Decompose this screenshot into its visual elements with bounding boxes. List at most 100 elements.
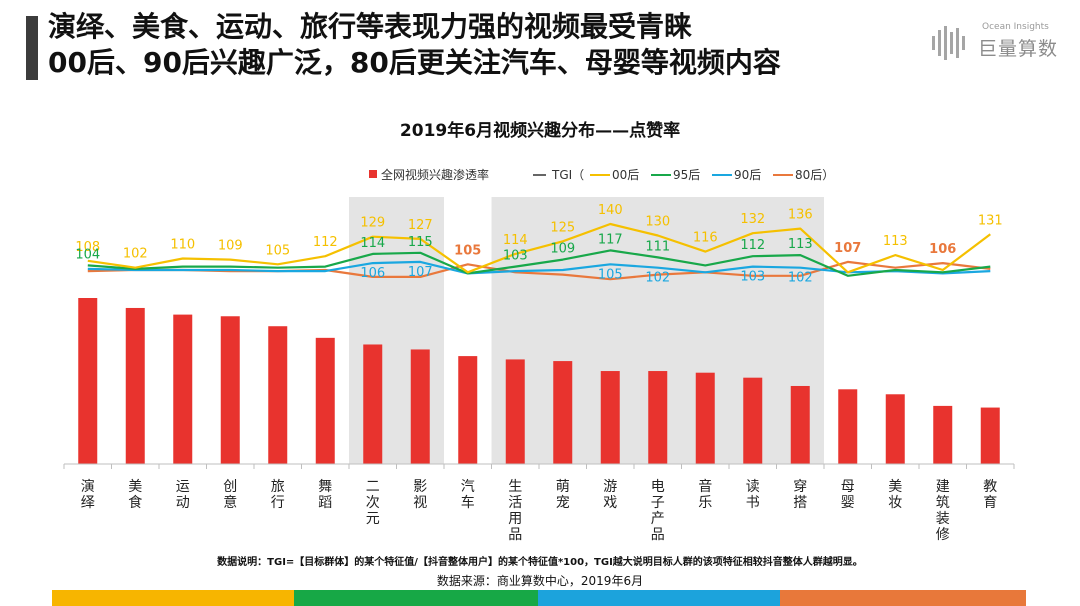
category-label-8: 汽车 xyxy=(461,479,475,511)
bar-16 xyxy=(838,389,858,464)
bar-5 xyxy=(315,337,335,464)
value-label-30: 102 xyxy=(788,271,813,286)
bar-4 xyxy=(268,326,288,464)
category-label-5: 舞蹈 xyxy=(318,479,332,511)
bar-13 xyxy=(695,372,715,464)
value-label-22: 111 xyxy=(645,239,670,254)
category-label-3: 创意 xyxy=(223,479,237,511)
value-label-5: 105 xyxy=(265,243,290,258)
data-source: 数据来源：商业算数中心，2019年6月 xyxy=(436,574,644,588)
category-label-15: 穿搭 xyxy=(793,479,807,511)
ocean-insights-logo: Ocean Insights 巨量算数 xyxy=(930,22,1070,62)
legend-bar-swatch xyxy=(369,170,377,178)
bar-18 xyxy=(933,405,953,464)
bar-0 xyxy=(78,298,98,464)
category-label-11: 游戏 xyxy=(603,479,617,511)
value-label-10: 127 xyxy=(408,218,433,233)
category-label-12: 电子产品 xyxy=(651,479,665,543)
value-label-32: 113 xyxy=(883,234,908,249)
bar-8 xyxy=(458,356,478,464)
bar-19 xyxy=(980,407,1000,464)
headline-line-1: 演绎、美食、运动、旅行等表现力强的视频最受青睐 xyxy=(48,10,693,43)
value-label-13: 105 xyxy=(454,243,481,258)
category-label-7: 影视 xyxy=(413,479,427,511)
bar-12 xyxy=(648,371,668,464)
chart-legend: 全网视频兴趣渗透率 TGI（ 00后 95后 90后 80后） xyxy=(369,167,834,182)
value-label-4: 109 xyxy=(218,239,243,254)
title-accent-bar xyxy=(26,16,38,80)
value-label-12: 107 xyxy=(408,265,433,280)
headline-line-2: 00后、90后兴趣广泛，80后更关注汽车、母婴等视频内容 xyxy=(48,46,781,79)
category-label-16: 母婴 xyxy=(841,479,855,511)
category-label-9: 生活用品 xyxy=(508,479,522,543)
bottom-strip-green xyxy=(294,590,538,606)
value-label-19: 117 xyxy=(598,232,623,247)
value-label-2: 102 xyxy=(123,247,148,262)
bar-17 xyxy=(885,394,905,464)
value-label-7: 129 xyxy=(360,216,385,231)
series-line-95后 xyxy=(87,249,991,277)
value-label-24: 116 xyxy=(693,231,718,246)
chart-title: 2019年6月视频兴趣分布——点赞率 xyxy=(399,121,681,141)
category-label-6: 二次元 xyxy=(366,479,380,527)
bar-logo-icon xyxy=(932,26,965,60)
value-label-1: 104 xyxy=(75,247,100,262)
bottom-strip-blue xyxy=(538,590,780,606)
legend-bar-label: 全网视频兴趣渗透率 xyxy=(381,167,489,182)
legend-00-label: 00后 xyxy=(612,168,639,182)
legend-80-label: 80后） xyxy=(795,168,834,182)
logo-small-text: Ocean Insights xyxy=(982,22,1049,32)
value-label-26: 112 xyxy=(740,238,765,253)
bar-7 xyxy=(410,349,430,464)
value-label-27: 103 xyxy=(740,270,765,285)
value-label-25: 132 xyxy=(740,212,765,227)
legend-95-label: 95后 xyxy=(673,168,700,182)
bar-3 xyxy=(220,316,240,464)
value-label-33: 106 xyxy=(929,242,956,257)
bottom-strip-yellow xyxy=(52,590,294,606)
bar-15 xyxy=(790,385,810,464)
value-label-17: 109 xyxy=(550,242,575,257)
category-label-0: 演绎 xyxy=(81,479,95,511)
value-label-28: 136 xyxy=(788,208,813,223)
value-label-20: 105 xyxy=(598,267,623,282)
bar-2 xyxy=(173,314,193,464)
value-label-0: 108 xyxy=(75,240,100,255)
value-label-14: 114 xyxy=(503,233,528,248)
value-label-18: 140 xyxy=(598,203,623,218)
value-label-11: 115 xyxy=(408,235,433,250)
bar-6 xyxy=(363,344,383,464)
value-label-9: 106 xyxy=(360,266,385,281)
bar-1 xyxy=(125,307,145,464)
category-label-19: 教育 xyxy=(983,479,997,511)
bar-10 xyxy=(553,361,573,464)
bottom-strip-orange xyxy=(780,590,1026,606)
bar-14 xyxy=(743,377,763,464)
value-label-34: 131 xyxy=(978,213,1003,228)
category-label-17: 美妆 xyxy=(888,479,902,511)
value-label-8: 114 xyxy=(360,236,385,251)
value-label-16: 125 xyxy=(550,220,575,235)
legend-90-label: 90后 xyxy=(734,168,761,182)
logo-big-text: 巨量算数 xyxy=(978,38,1059,60)
value-label-15: 103 xyxy=(503,249,528,264)
value-label-21: 130 xyxy=(645,215,670,230)
category-label-4: 旅行 xyxy=(271,479,285,511)
value-label-6: 112 xyxy=(313,235,338,250)
category-label-18: 建筑装修 xyxy=(936,479,950,543)
category-label-14: 读书 xyxy=(746,478,760,511)
category-label-2: 运动 xyxy=(176,479,190,511)
category-label-1: 美食 xyxy=(128,479,142,511)
data-note: 数据说明：TGI=【目标群体】的某个特征值/【抖音整体用户】的某个特征值*100… xyxy=(217,557,863,568)
value-label-31: 107 xyxy=(834,241,861,256)
category-label-10: 萌宠 xyxy=(556,479,570,511)
value-label-29: 113 xyxy=(788,237,813,252)
category-label-13: 音乐 xyxy=(698,478,712,511)
legend-tgi-label: TGI（ xyxy=(551,168,584,182)
series-line-00后 xyxy=(87,222,991,274)
bar-9 xyxy=(505,359,525,464)
value-label-23: 102 xyxy=(645,271,670,286)
bar-11 xyxy=(600,371,620,464)
value-label-3: 110 xyxy=(170,238,195,253)
